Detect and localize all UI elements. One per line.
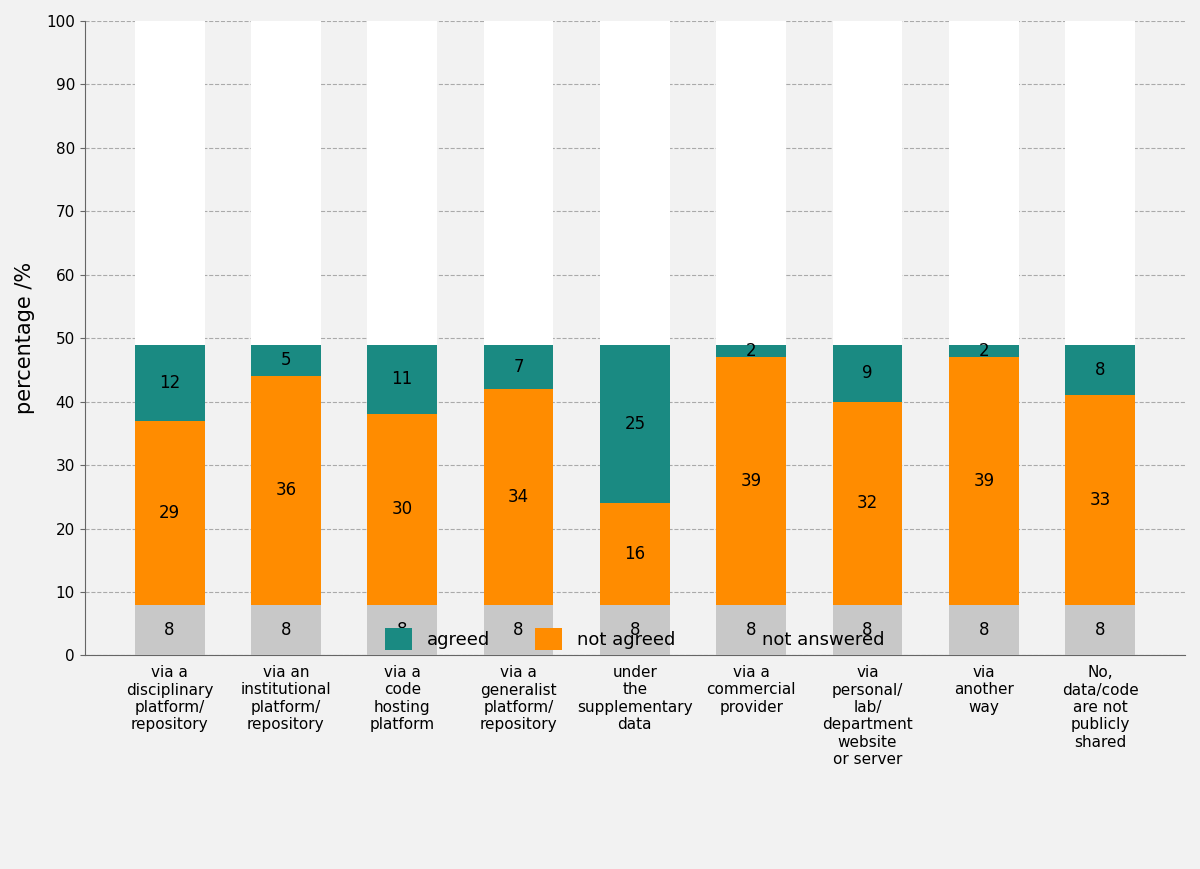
Bar xyxy=(833,605,902,655)
Bar xyxy=(716,21,786,344)
Bar xyxy=(251,21,320,344)
Text: 8: 8 xyxy=(281,621,292,639)
Text: 5: 5 xyxy=(281,351,292,369)
Bar xyxy=(367,415,437,605)
Bar xyxy=(600,503,670,605)
Bar xyxy=(134,21,204,344)
Text: 36: 36 xyxy=(275,481,296,500)
Text: 8: 8 xyxy=(1094,621,1105,639)
Text: 25: 25 xyxy=(624,415,646,433)
Text: 11: 11 xyxy=(391,370,413,388)
Bar xyxy=(600,344,670,503)
Text: 9: 9 xyxy=(863,364,872,382)
Text: 8: 8 xyxy=(397,621,408,639)
Bar xyxy=(600,605,670,655)
Bar xyxy=(600,21,670,344)
Bar xyxy=(833,401,902,605)
Bar xyxy=(949,605,1019,655)
Text: 33: 33 xyxy=(1090,491,1111,509)
Text: 2: 2 xyxy=(978,342,989,360)
Text: 30: 30 xyxy=(391,501,413,519)
Text: 12: 12 xyxy=(158,374,180,392)
Text: 29: 29 xyxy=(160,504,180,521)
Text: 8: 8 xyxy=(978,621,989,639)
Bar xyxy=(484,389,553,605)
Text: 8: 8 xyxy=(1094,361,1105,379)
Bar xyxy=(134,605,204,655)
Text: 7: 7 xyxy=(514,358,523,375)
Bar xyxy=(833,344,902,401)
Bar xyxy=(484,344,553,389)
Bar xyxy=(251,376,320,605)
Bar xyxy=(1066,605,1135,655)
Text: 2: 2 xyxy=(746,342,756,360)
Bar xyxy=(1066,395,1135,605)
Text: 8: 8 xyxy=(514,621,523,639)
Text: 8: 8 xyxy=(164,621,175,639)
Bar xyxy=(134,344,204,421)
Bar xyxy=(1066,21,1135,344)
Bar xyxy=(716,357,786,605)
Bar xyxy=(833,21,902,344)
Text: 39: 39 xyxy=(740,472,762,490)
Bar xyxy=(949,344,1019,357)
Text: 34: 34 xyxy=(508,488,529,506)
Bar xyxy=(251,344,320,376)
Y-axis label: percentage /%: percentage /% xyxy=(14,262,35,415)
Bar xyxy=(716,344,786,357)
Bar xyxy=(134,421,204,605)
Legend: agreed, not agreed, not answered: agreed, not agreed, not answered xyxy=(377,619,893,659)
Text: 8: 8 xyxy=(630,621,640,639)
Bar xyxy=(367,344,437,415)
Text: 8: 8 xyxy=(746,621,756,639)
Bar xyxy=(716,605,786,655)
Bar xyxy=(949,21,1019,344)
Text: 39: 39 xyxy=(973,472,995,490)
Bar xyxy=(949,357,1019,605)
Bar xyxy=(1066,344,1135,395)
Text: 16: 16 xyxy=(624,545,646,563)
Bar xyxy=(251,605,320,655)
Bar xyxy=(484,21,553,344)
Text: 8: 8 xyxy=(863,621,872,639)
Bar xyxy=(484,605,553,655)
Bar xyxy=(367,605,437,655)
Text: 32: 32 xyxy=(857,494,878,512)
Bar xyxy=(367,21,437,344)
